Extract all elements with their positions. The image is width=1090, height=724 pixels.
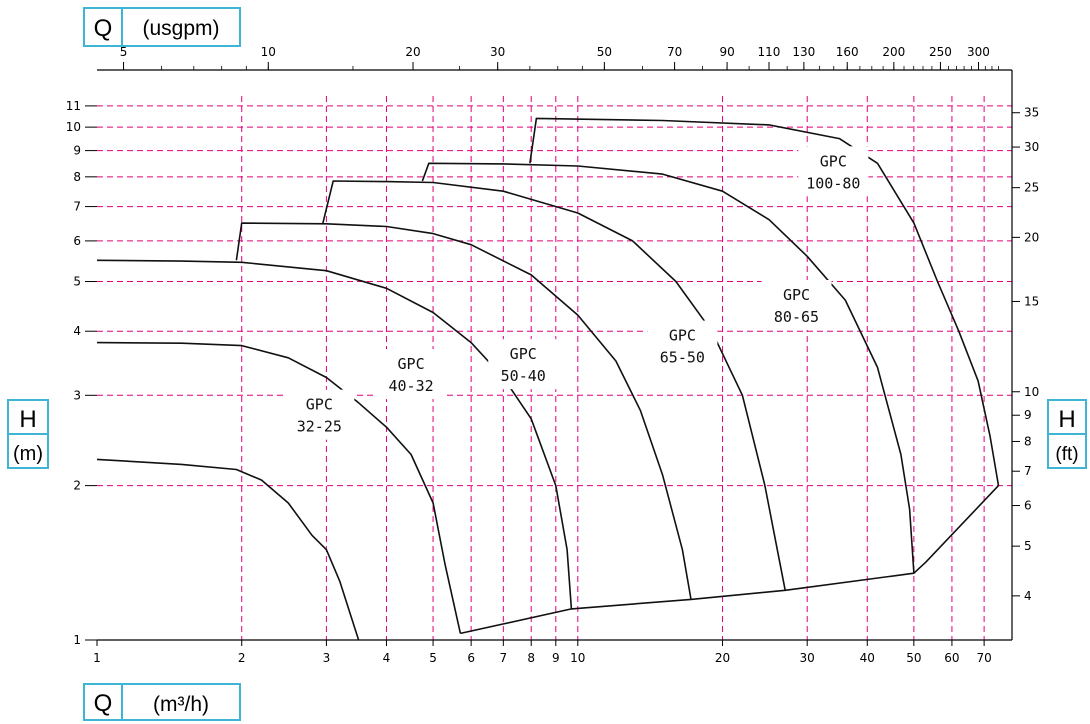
- top-tick-label: 250: [929, 45, 952, 59]
- series-label-bg: [376, 349, 447, 400]
- series-label-bg: [761, 279, 832, 330]
- y-tick-label: 11: [66, 99, 81, 113]
- bottom-axis-unit: (m³/h): [153, 693, 209, 716]
- bottom-axis-label: Q (m³/h): [83, 683, 241, 721]
- x-tick-label: 9: [552, 651, 560, 665]
- x-tick-label: 2: [238, 651, 246, 665]
- curve-4: [322, 180, 786, 591]
- x-tick-label: 40: [860, 651, 875, 665]
- x-tick-label: 3: [323, 651, 331, 665]
- bottom-axis-code: Q: [94, 690, 113, 717]
- series-labels: GPC 32-25 GPC 40-32 GPC 50-40 GPC 65-50 GPC 80-65…: [284, 146, 869, 440]
- curves: [96, 117, 1000, 641]
- right-axis-code: H: [1058, 406, 1075, 433]
- curve-7: [460, 485, 1000, 635]
- right-tick-label: 4: [1024, 589, 1032, 603]
- right-tick-label: 7: [1024, 464, 1032, 478]
- right-tick-label: 15: [1024, 294, 1039, 308]
- right-tick-label: 35: [1024, 106, 1039, 120]
- x-tick-label: 10: [570, 651, 585, 665]
- y-tick-label: 9: [73, 144, 81, 158]
- y-tick-label: 3: [73, 388, 81, 402]
- top-tick-label: 5: [120, 45, 128, 59]
- top-axis-code: Q: [94, 15, 113, 42]
- right-axis-label: H (ft): [1047, 399, 1087, 469]
- y-tick-label: 5: [73, 275, 81, 289]
- right-tick-label: 6: [1024, 499, 1032, 513]
- curve-5: [421, 162, 915, 574]
- left-axis-label: H (m): [7, 399, 49, 469]
- series-label-text: GPC: [510, 345, 537, 363]
- series-label-text: GPC: [306, 396, 333, 414]
- right-tick-label: 9: [1024, 408, 1032, 422]
- left-axis-code: H: [19, 406, 36, 433]
- curve-6: [529, 117, 1000, 486]
- right-tick-label: 25: [1024, 181, 1039, 195]
- x-tick-label: 5: [429, 651, 437, 665]
- series-label-text: 65-50: [660, 349, 705, 367]
- top-tick-label: 20: [405, 45, 420, 59]
- y-tick-label: 2: [73, 479, 81, 493]
- series-label-text: 40-32: [388, 377, 433, 395]
- x-tick-label: 70: [976, 651, 991, 665]
- right-axis-unit: (ft): [1055, 444, 1078, 465]
- x-tick-label: 1: [93, 651, 101, 665]
- right-tick-label: 10: [1024, 385, 1039, 399]
- curve-3: [235, 222, 692, 600]
- axes: 1 2 3 4 5 6 7 8 9 10 20 30 40 50 60 70 1 2 3 4 5 6 7 8 9 10 11 5 10 2…: [66, 45, 1040, 665]
- series-label-bg: [798, 146, 869, 197]
- top-tick-label: 300: [967, 45, 990, 59]
- x-tick-label: 4: [383, 651, 391, 665]
- top-tick-label: 200: [882, 45, 905, 59]
- curve-1: [96, 341, 462, 634]
- series-label-text: GPC: [783, 286, 810, 304]
- series-label-bg: [647, 320, 718, 371]
- right-tick-label: 5: [1024, 539, 1032, 553]
- x-tick-label: 30: [800, 651, 815, 665]
- series-label-text: 50-40: [501, 367, 546, 385]
- top-tick-label: 90: [719, 45, 734, 59]
- series-label-text: 100-80: [806, 174, 860, 192]
- y-tick-label: 7: [73, 200, 81, 214]
- right-tick-label: 30: [1024, 140, 1039, 154]
- top-tick-label: 110: [758, 45, 781, 59]
- top-tick-label: 50: [597, 45, 612, 59]
- x-tick-label: 7: [500, 651, 508, 665]
- x-tick-label: 8: [527, 651, 535, 665]
- x-tick-label: 6: [467, 651, 475, 665]
- top-tick-label: 160: [836, 45, 859, 59]
- y-tick-label: 8: [73, 170, 81, 184]
- x-tick-label: 60: [944, 651, 959, 665]
- series-label-text: GPC: [669, 327, 696, 345]
- top-tick-label: 70: [667, 45, 682, 59]
- y-tick-label: 4: [73, 324, 81, 338]
- right-tick-label: 20: [1024, 230, 1039, 244]
- top-tick-label: 10: [261, 45, 276, 59]
- series-label-text: GPC: [820, 152, 847, 170]
- curve-0: [96, 458, 360, 641]
- series-label-bg: [488, 339, 559, 390]
- right-tick-label: 8: [1024, 434, 1032, 448]
- series-label-bg: [284, 389, 355, 440]
- series-label-text: 80-65: [774, 308, 819, 326]
- y-tick-label: 10: [66, 120, 81, 134]
- top-axis-unit: (usgpm): [142, 17, 219, 40]
- top-axis-label: Q (usgpm): [83, 7, 241, 47]
- y-tick-label: 6: [73, 234, 81, 248]
- curve-2: [96, 259, 573, 609]
- left-axis-unit: (m): [13, 443, 43, 465]
- top-tick-label: 30: [490, 45, 505, 59]
- x-tick-label: 20: [715, 651, 730, 665]
- series-label-text: 32-25: [297, 418, 342, 436]
- series-label-text: GPC: [398, 355, 425, 373]
- y-tick-label: 1: [73, 633, 81, 647]
- x-tick-label: 50: [906, 651, 921, 665]
- top-tick-label: 130: [792, 45, 815, 59]
